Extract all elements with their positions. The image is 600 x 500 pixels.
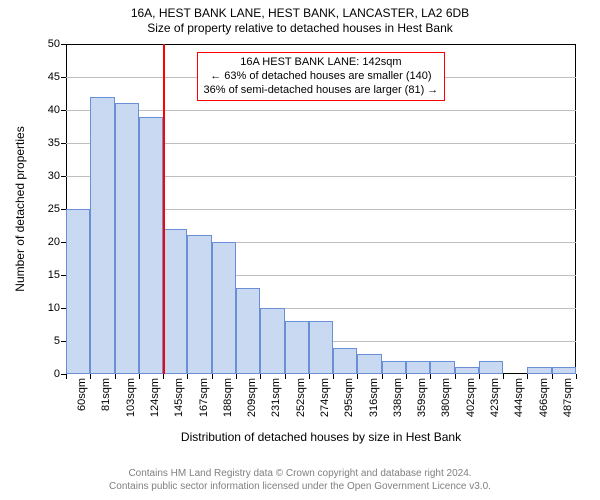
chart-container: 16A, HEST BANK LANE, HEST BANK, LANCASTE… xyxy=(0,0,600,500)
page-title-line2: Size of property relative to detached ho… xyxy=(0,21,600,36)
x-tick-label: 145sqm xyxy=(173,378,185,417)
footer-attribution: Contains HM Land Registry data © Crown c… xyxy=(0,468,600,493)
x-tick-label: 402sqm xyxy=(465,378,477,417)
x-tick-label: 295sqm xyxy=(343,378,355,417)
x-tick-label: 359sqm xyxy=(416,378,428,417)
histogram-bar xyxy=(527,367,551,374)
x-tick-mark xyxy=(357,374,358,379)
y-tick-mark xyxy=(61,143,66,144)
x-tick-mark xyxy=(527,374,528,379)
histogram-bar xyxy=(66,209,90,374)
histogram-bar xyxy=(357,354,381,374)
x-tick-label: 487sqm xyxy=(562,378,574,417)
reference-line xyxy=(163,44,165,374)
histogram-bar xyxy=(187,235,211,374)
histogram-bar xyxy=(90,97,114,374)
histogram-bar xyxy=(552,367,576,374)
x-tick-label: 231sqm xyxy=(270,378,282,417)
histogram-bar xyxy=(479,361,503,374)
x-tick-mark xyxy=(163,374,164,379)
histogram-bar xyxy=(406,361,430,374)
annotation-line: 36% of semi-detached houses are larger (… xyxy=(204,84,439,98)
x-tick-label: 60sqm xyxy=(76,378,88,411)
x-tick-mark xyxy=(90,374,91,379)
histogram-bar xyxy=(212,242,236,374)
annotation-line: 16A HEST BANK LANE: 142sqm xyxy=(204,56,439,70)
x-tick-mark xyxy=(576,374,577,379)
histogram-bar xyxy=(236,288,260,374)
gridline xyxy=(66,110,576,111)
histogram-bar xyxy=(139,117,163,374)
y-tick-mark xyxy=(61,77,66,78)
x-tick-mark xyxy=(285,374,286,379)
x-tick-label: 338sqm xyxy=(392,378,404,417)
histogram-bar xyxy=(333,348,357,374)
x-tick-mark xyxy=(382,374,383,379)
x-tick-mark xyxy=(309,374,310,379)
histogram-bar xyxy=(455,367,479,374)
x-tick-label: 167sqm xyxy=(198,378,210,417)
page-title-line1: 16A, HEST BANK LANE, HEST BANK, LANCASTE… xyxy=(0,0,600,21)
x-tick-mark xyxy=(66,374,67,379)
y-axis-label: Number of detached properties xyxy=(13,126,27,291)
histogram-bar xyxy=(260,308,284,374)
x-tick-mark xyxy=(430,374,431,379)
y-tick-mark xyxy=(61,44,66,45)
x-tick-mark xyxy=(479,374,480,379)
x-tick-label: 274sqm xyxy=(319,378,331,417)
x-tick-mark xyxy=(455,374,456,379)
y-tick-mark xyxy=(61,176,66,177)
x-tick-mark xyxy=(115,374,116,379)
histogram-bar xyxy=(382,361,406,374)
x-tick-label: 103sqm xyxy=(125,378,137,417)
x-tick-mark xyxy=(187,374,188,379)
histogram-bar xyxy=(163,229,187,374)
x-tick-label: 423sqm xyxy=(489,378,501,417)
x-tick-mark xyxy=(333,374,334,379)
x-tick-label: 316sqm xyxy=(368,378,380,417)
x-tick-mark xyxy=(406,374,407,379)
x-tick-mark xyxy=(552,374,553,379)
x-tick-label: 81sqm xyxy=(100,378,112,411)
x-tick-mark xyxy=(236,374,237,379)
x-tick-label: 380sqm xyxy=(440,378,452,417)
x-tick-mark xyxy=(503,374,504,379)
x-tick-label: 209sqm xyxy=(246,378,258,417)
histogram-bar xyxy=(309,321,333,374)
x-tick-label: 466sqm xyxy=(538,378,550,417)
x-tick-label: 444sqm xyxy=(513,378,525,417)
x-tick-label: 124sqm xyxy=(149,378,161,417)
x-tick-label: 252sqm xyxy=(295,378,307,417)
y-tick-mark xyxy=(61,110,66,111)
reference-annotation: 16A HEST BANK LANE: 142sqm← 63% of detac… xyxy=(197,52,446,101)
histogram-bar xyxy=(430,361,454,374)
x-tick-mark xyxy=(212,374,213,379)
x-tick-label: 188sqm xyxy=(222,378,234,417)
annotation-line: ← 63% of detached houses are smaller (14… xyxy=(204,70,439,84)
histogram-bar xyxy=(285,321,309,374)
footer-line1: Contains HM Land Registry data © Crown c… xyxy=(0,468,600,481)
x-tick-mark xyxy=(260,374,261,379)
histogram-bar xyxy=(115,103,139,374)
x-tick-mark xyxy=(139,374,140,379)
footer-line2: Contains public sector information licen… xyxy=(0,481,600,494)
x-axis-label: Distribution of detached houses by size … xyxy=(181,430,461,444)
